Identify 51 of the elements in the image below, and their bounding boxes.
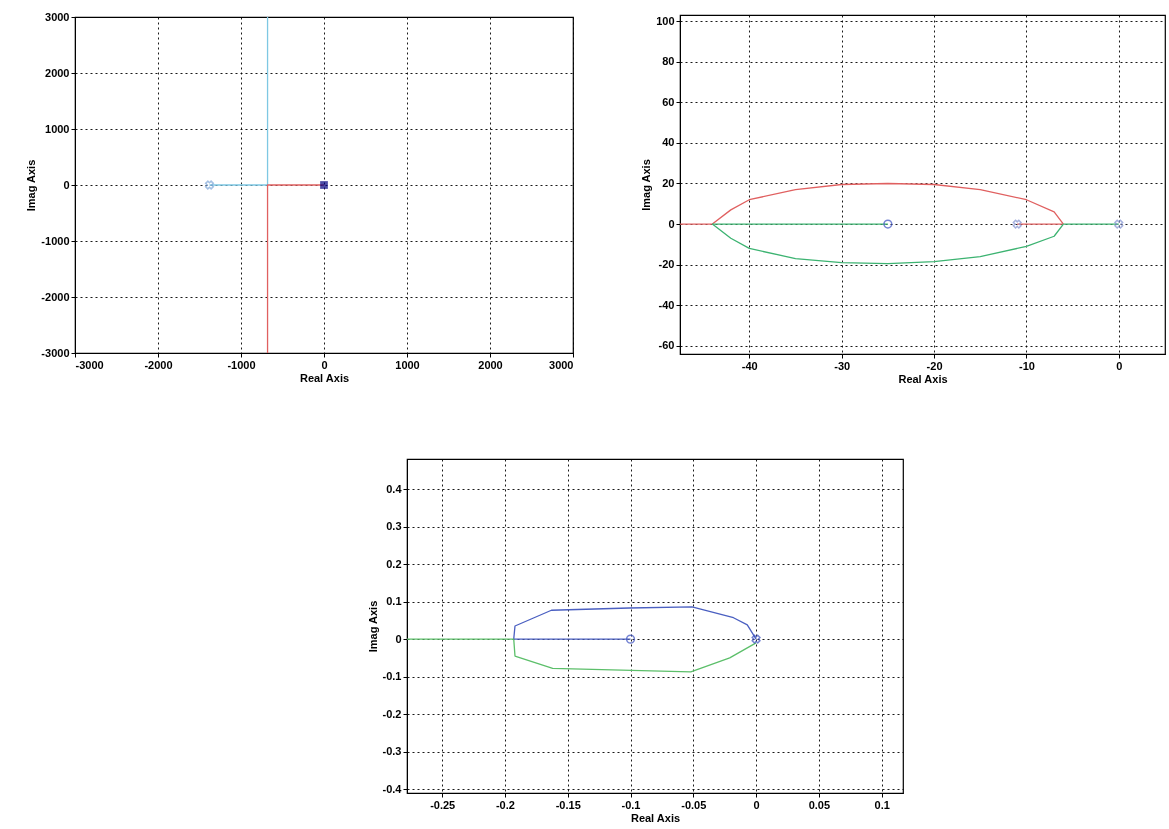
x-tick-label: -10 [1018,359,1035,372]
y-tick-label: 0.2 [386,557,402,570]
y-tick-label: 0 [63,178,70,191]
y-tick-label: -2000 [41,290,70,303]
y-tick-label: 0.1 [386,595,402,608]
x-tick-label: -3000 [75,358,104,371]
x-tick-label: 3000 [549,358,574,371]
y-tick-label: -0.2 [382,707,402,720]
y-tick-label: 0 [395,632,402,645]
y-tick-label: 80 [662,55,675,68]
x-tick-label: -0.25 [430,798,456,811]
y-tick-label: 60 [662,95,675,108]
y-tick-label: 2000 [45,66,70,79]
x-tick-label: 0.1 [874,798,890,811]
y-tick-label: -0.4 [382,782,403,795]
x-axis-title: Real Axis [898,372,948,385]
y-tick-label: 1000 [45,122,70,135]
x-tick-label: 0.05 [808,798,831,811]
y-tick-label: -60 [658,339,675,352]
x-axis-title: Real Axis [630,811,681,824]
x-tick-label: 0 [321,358,328,371]
y-tick-label: 40 [662,136,675,149]
y-tick-label: -0.3 [382,745,402,758]
x-tick-label: -0.05 [681,798,707,811]
x-tick-label: 2000 [478,358,503,371]
y-tick-label: 3000 [45,10,70,23]
y-tick-label: 0.3 [386,520,402,533]
y-axis-title: Imag Axis [640,159,653,211]
x-tick-label: 0 [1116,359,1123,372]
x-axis-title: Real Axis [299,371,350,384]
x-tick-label: 0 [753,798,760,811]
y-tick-label: 0 [668,217,675,230]
y-tick-label: 100 [656,14,675,27]
y-tick-label: 0.4 [386,482,403,495]
x-tick-label: -0.15 [555,798,581,811]
y-tick-label: -20 [658,258,675,271]
x-tick-label: -2000 [144,358,173,371]
y-tick-label: -1000 [41,234,70,247]
y-tick-label: 20 [662,176,675,189]
y-tick-label: -0.1 [382,670,402,683]
x-tick-label: -40 [741,359,758,372]
y-tick-label: -40 [658,298,675,311]
x-tick-label: -0.2 [495,798,515,811]
y-axis-title: Imag Axis [366,600,379,653]
x-tick-label: -0.1 [621,798,641,811]
x-tick-label: 1000 [395,358,420,371]
x-tick-label: -20 [926,359,943,372]
x-tick-label: -30 [834,359,851,372]
x-tick-label: -1000 [227,358,256,371]
y-tick-label: -3000 [41,346,70,359]
y-axis-title: Imag Axis [25,159,38,212]
